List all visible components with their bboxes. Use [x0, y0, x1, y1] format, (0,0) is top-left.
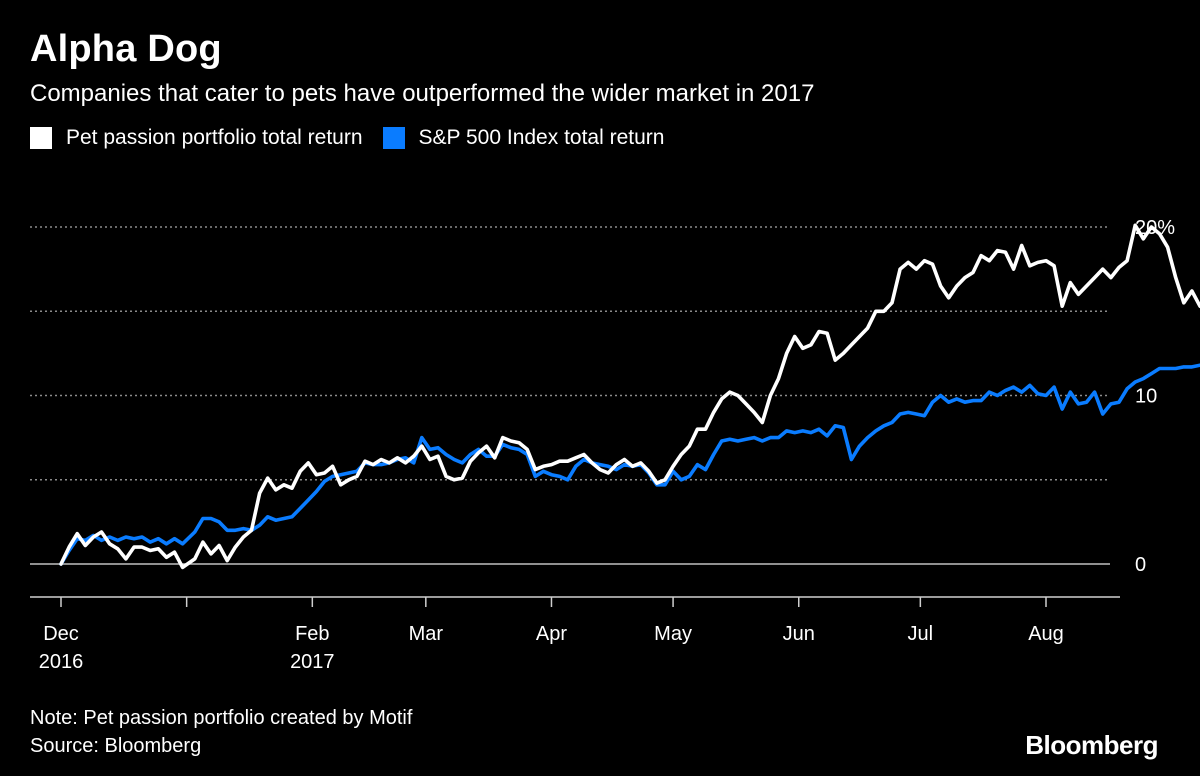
x-tick-label: May: [654, 623, 692, 645]
legend-swatch-sp500: [382, 127, 405, 149]
x-tick-label: Aug: [1028, 623, 1064, 645]
legend-label-sp500: S&P 500 Index total return: [418, 126, 665, 149]
chart-title: Alpha Dog: [30, 28, 222, 70]
footer-notes: Note: Pet passion portfolio created by M…: [30, 704, 412, 760]
legend: Pet passion portfolio total return S&P 5…: [30, 126, 684, 150]
footer-source: Source: Bloomberg: [30, 735, 202, 757]
legend-label-pet-passion: Pet passion portfolio total return: [66, 126, 363, 149]
bloomberg-logo: Bloomberg: [1025, 730, 1158, 760]
x-tick-label-year: 2017: [290, 651, 335, 673]
x-tick-label: Feb: [295, 623, 329, 645]
x-tick-label: Mar: [409, 623, 444, 645]
legend-item-pet-passion: Pet passion portfolio total return: [30, 126, 363, 150]
chart-subtitle: Companies that cater to pets have outper…: [30, 80, 815, 107]
legend-item-sp500: S&P 500 Index total return: [382, 126, 665, 150]
x-tick-label-year: 2016: [39, 651, 84, 673]
series-line-pet-passion: [59, 223, 1200, 570]
y-tick-label: 10: [1135, 386, 1157, 408]
x-tick-label: Apr: [536, 623, 567, 645]
legend-swatch-pet-passion: [30, 127, 52, 149]
x-tick-label: Jul: [908, 623, 934, 645]
x-tick-label: Jun: [783, 623, 815, 645]
footer-note: Note: Pet passion portfolio created by M…: [30, 707, 413, 729]
y-tick-label: 0: [1135, 554, 1146, 576]
x-tick-label: Dec: [43, 623, 79, 645]
